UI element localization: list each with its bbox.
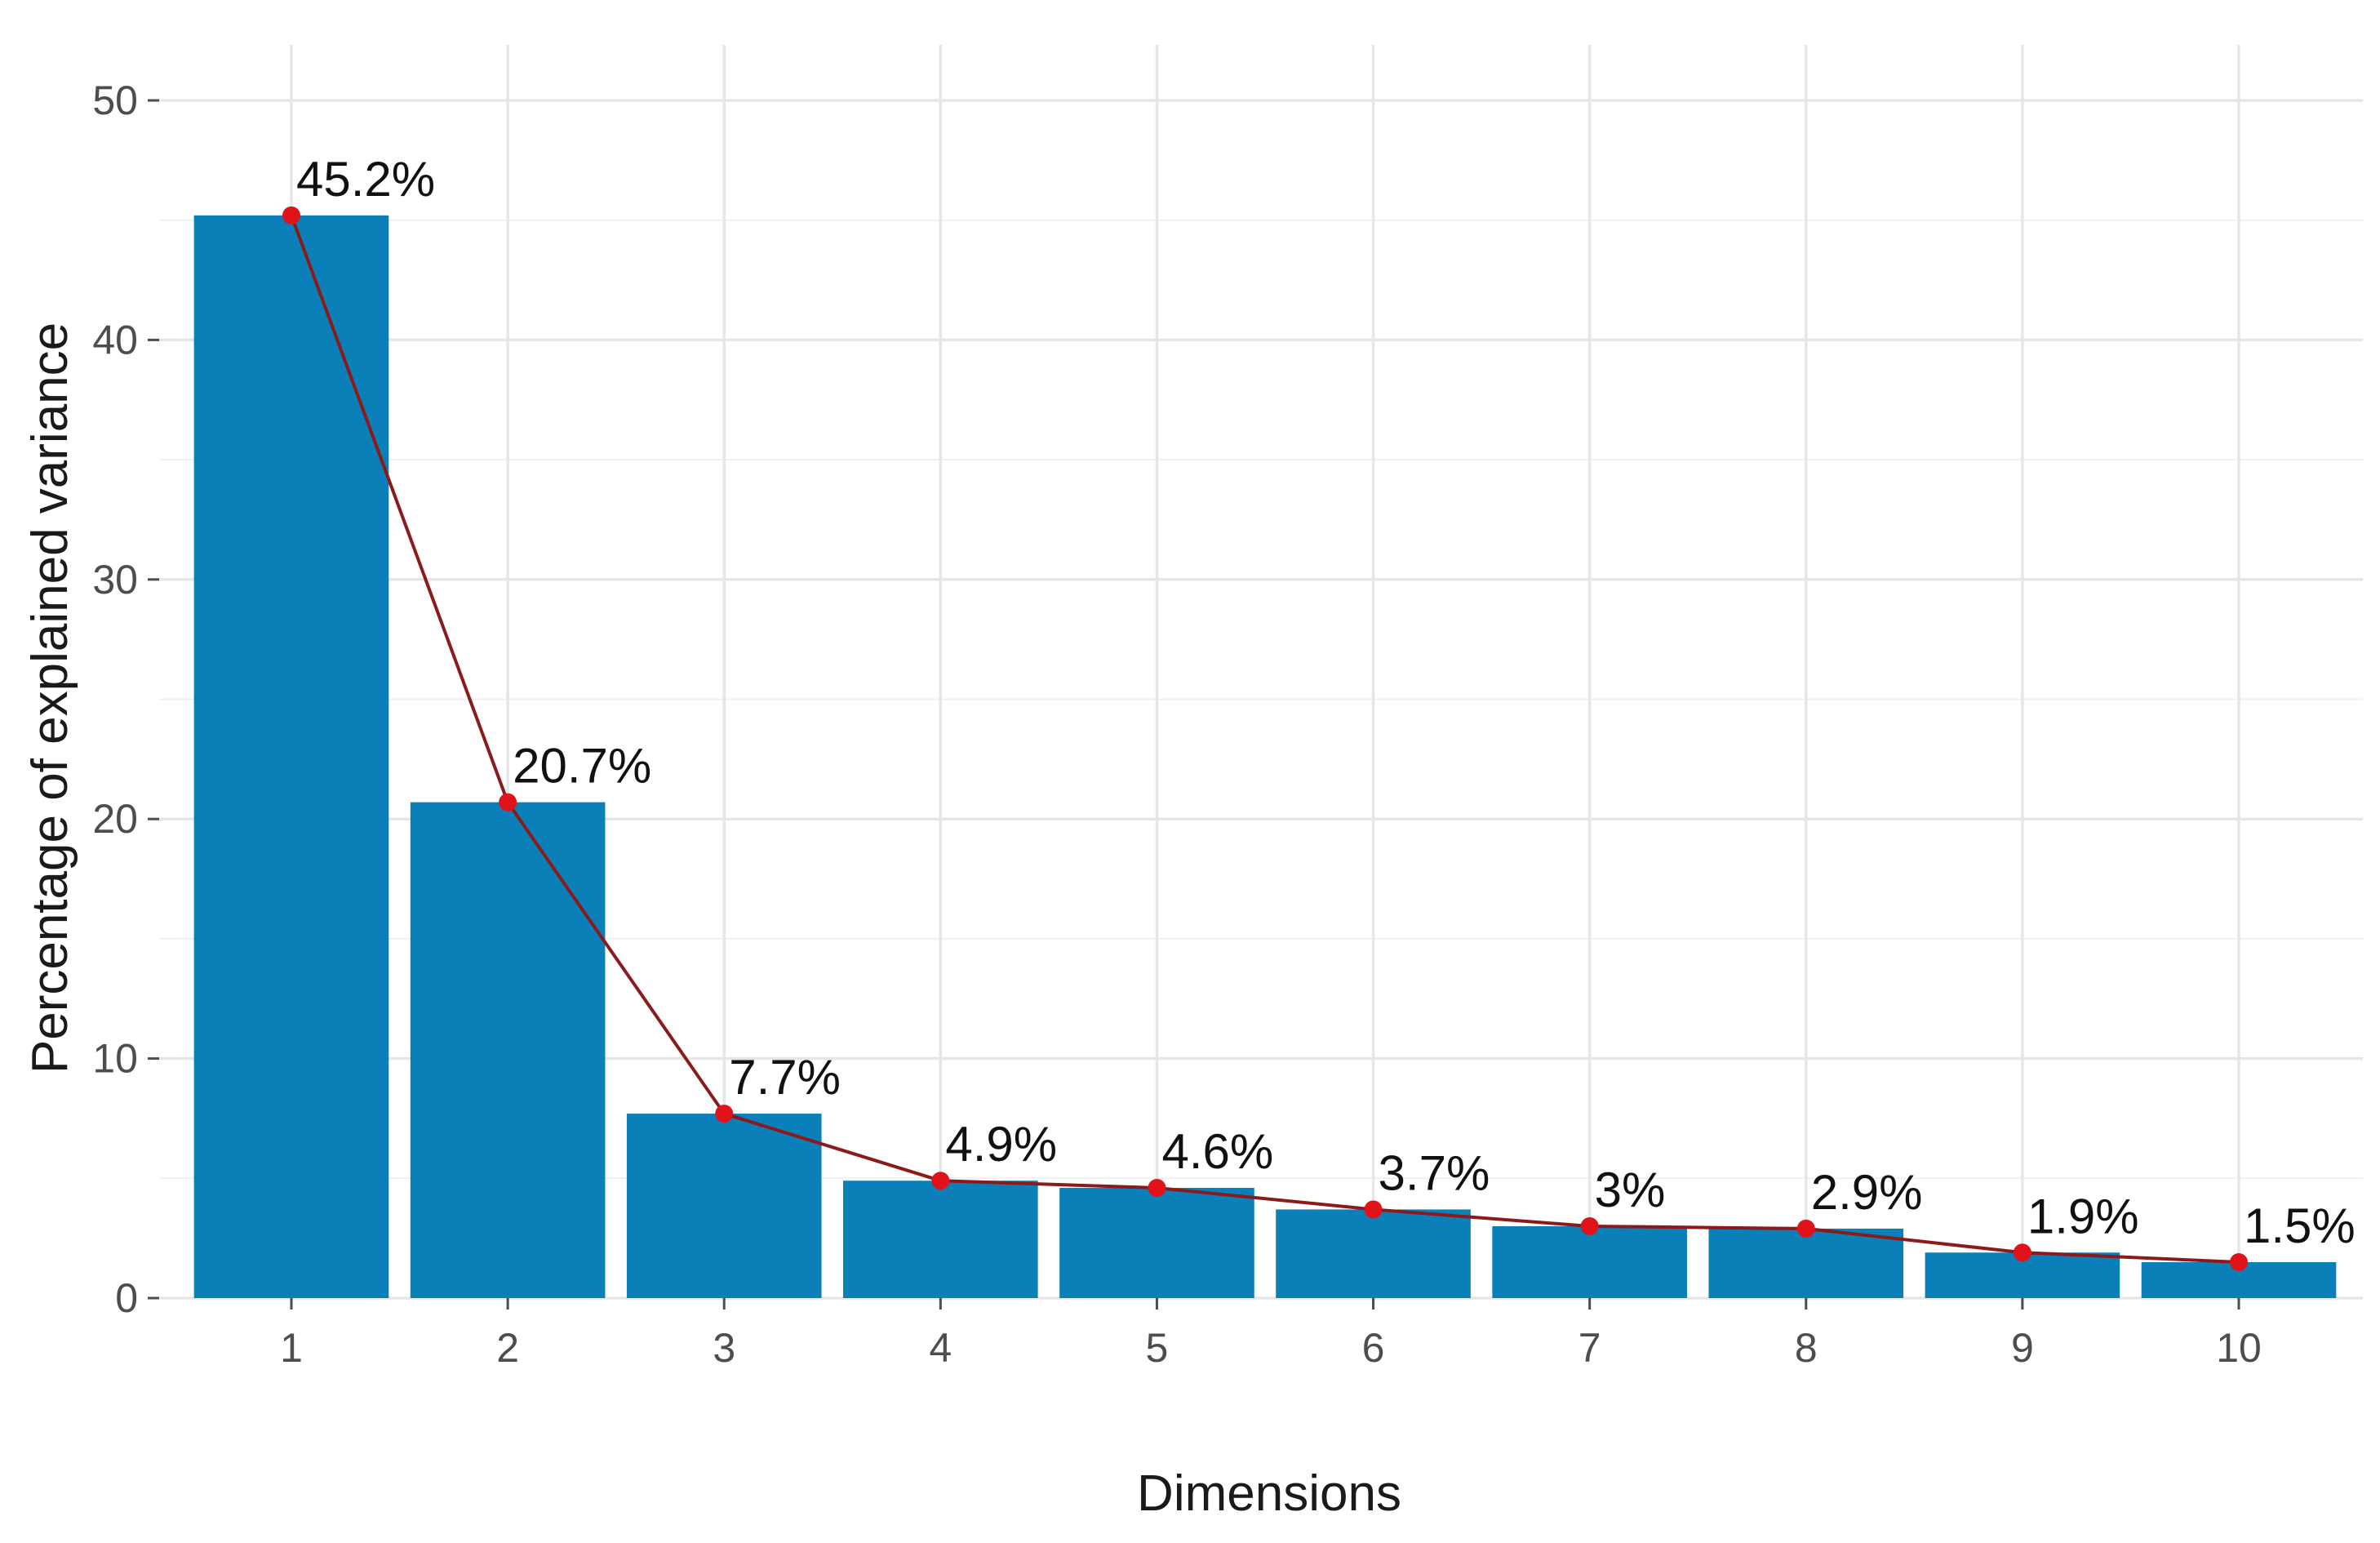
y-tick-label: 0 xyxy=(115,1275,138,1321)
y-tick-label: 20 xyxy=(92,796,138,842)
data-label: 4.6% xyxy=(1161,1124,1273,1179)
bar xyxy=(843,1181,1038,1298)
trend-point xyxy=(2013,1243,2031,1262)
data-label: 4.9% xyxy=(945,1117,1057,1172)
trend-point xyxy=(1148,1179,1166,1198)
trend-point xyxy=(1796,1219,1815,1238)
data-labels: 45.2% 20.7% 7.7% 4.9% 4.6% 3.7% 3% 2.9% 1.9% 1.5% xyxy=(296,152,2356,1253)
y-axis: 0 10 20 30 40 50 xyxy=(92,78,159,1321)
bar xyxy=(410,802,606,1298)
x-axis-title: Dimensions xyxy=(1137,1465,1401,1522)
data-label: 7.7% xyxy=(729,1050,841,1105)
x-axis: 1 2 3 4 5 6 7 8 9 10 xyxy=(280,1298,2262,1371)
y-tick-label: 10 xyxy=(92,1036,138,1082)
trend-line-path xyxy=(290,215,2240,1264)
bar xyxy=(1059,1188,1254,1298)
data-label: 45.2% xyxy=(296,152,435,207)
x-tick-label: 10 xyxy=(2216,1325,2262,1371)
y-tick-label: 30 xyxy=(92,557,138,603)
trend-points xyxy=(282,206,2248,1271)
x-tick-label: 7 xyxy=(1579,1325,1601,1371)
y-tick-label: 40 xyxy=(92,317,138,362)
data-label: 3% xyxy=(1595,1163,1666,1217)
bar xyxy=(626,1114,822,1298)
x-tick-label: 8 xyxy=(1795,1325,1818,1371)
y-tick-label: 50 xyxy=(92,78,138,123)
bar xyxy=(1276,1209,1471,1298)
data-label: 1.9% xyxy=(2027,1189,2139,1243)
x-tick-label: 5 xyxy=(1146,1325,1169,1371)
x-tick-label: 9 xyxy=(2011,1325,2034,1371)
trend-point xyxy=(499,793,517,812)
x-tick-label: 2 xyxy=(496,1325,519,1371)
data-label: 20.7% xyxy=(513,739,651,794)
x-tick-label: 1 xyxy=(280,1325,303,1371)
trend-point xyxy=(1580,1216,1599,1235)
data-label: 1.5% xyxy=(2244,1198,2356,1253)
bar xyxy=(1492,1225,1687,1298)
x-tick-label: 3 xyxy=(713,1325,735,1371)
x-tick-label: 4 xyxy=(929,1325,952,1371)
data-label: 2.9% xyxy=(1811,1165,1923,1220)
trend-line xyxy=(290,215,2240,1264)
data-label: 3.7% xyxy=(1379,1145,1490,1200)
trend-point xyxy=(2230,1252,2248,1271)
trend-point xyxy=(1364,1200,1383,1219)
trend-point xyxy=(715,1105,734,1123)
trend-point xyxy=(931,1172,950,1190)
bar xyxy=(193,215,389,1298)
y-axis-title: Percentage of explained variance xyxy=(22,322,78,1074)
bar xyxy=(1708,1228,1904,1298)
trend-point xyxy=(282,206,300,225)
x-tick-label: 6 xyxy=(1362,1325,1385,1371)
